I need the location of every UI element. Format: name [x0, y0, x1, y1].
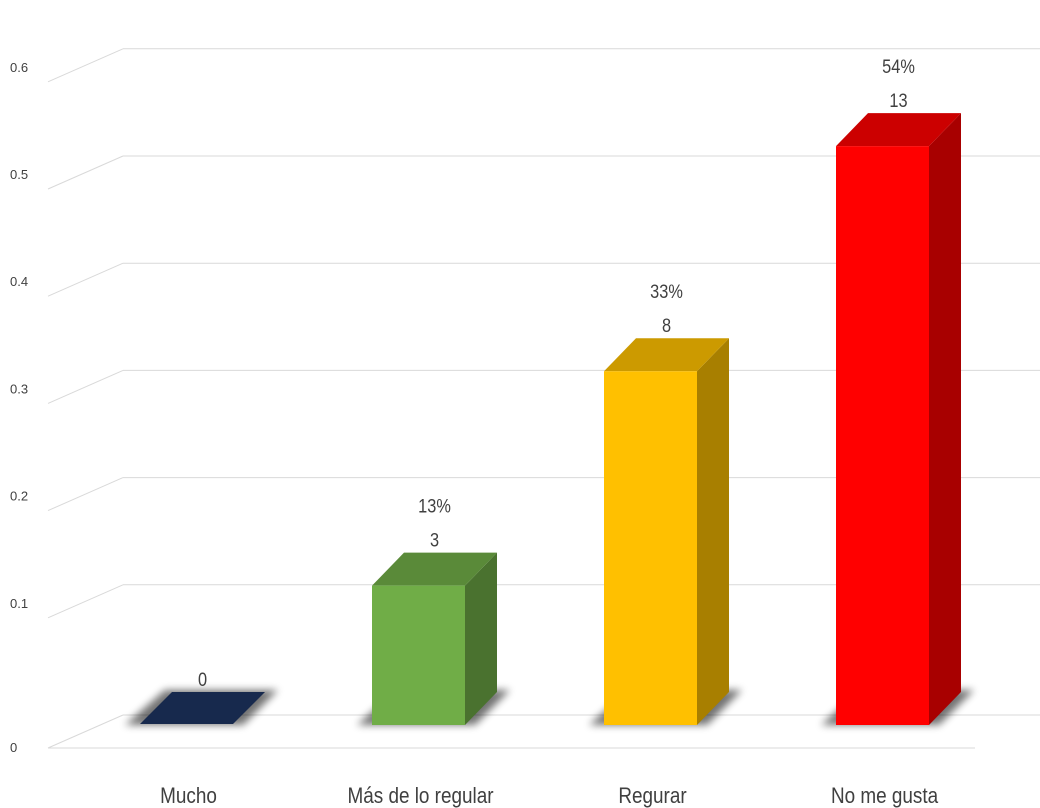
- gridline-side: [47, 477, 124, 512]
- bar-side-face: [929, 113, 961, 726]
- gridline-side: [47, 48, 124, 83]
- y-tick-label: 0: [10, 740, 17, 755]
- y-tick-label: 0.5: [10, 167, 28, 182]
- x-tick-label: No me gusta: [831, 784, 939, 808]
- data-label-percent: 33%: [650, 281, 683, 302]
- bar-top-face: [836, 113, 961, 147]
- x-tick-label: Más de lo regular: [347, 784, 493, 808]
- y-tick-label: 0.4: [10, 274, 28, 289]
- bar: [604, 371, 697, 725]
- x-tick-label: Mucho: [160, 784, 217, 808]
- gridline-side: [47, 369, 124, 404]
- x-tick-label: Regurar: [618, 784, 686, 808]
- bar-side-face: [697, 338, 729, 725]
- gridline-side: [47, 155, 124, 190]
- bar: [372, 585, 465, 725]
- bar-side-face: [465, 552, 497, 725]
- data-label-percent: 13%: [418, 495, 451, 516]
- data-label-percent: 54%: [882, 56, 915, 77]
- data-label-count: 8: [662, 315, 671, 336]
- bar: [836, 146, 929, 725]
- gridline-side: [47, 262, 124, 297]
- bar: [140, 692, 265, 724]
- gridline-side: [47, 584, 124, 619]
- y-tick-label: 0.6: [10, 60, 28, 75]
- y-tick-label: 0.3: [10, 381, 28, 396]
- data-label-count: 13: [889, 90, 907, 111]
- bar-top-face: [372, 552, 497, 586]
- data-label-count: 3: [430, 529, 439, 550]
- floor-side-line: [47, 714, 124, 749]
- bar-top-face: [604, 338, 729, 372]
- y-tick-label: 0.1: [10, 596, 28, 611]
- y-tick-label: 0.2: [10, 489, 28, 504]
- data-label-count: 0: [198, 669, 207, 690]
